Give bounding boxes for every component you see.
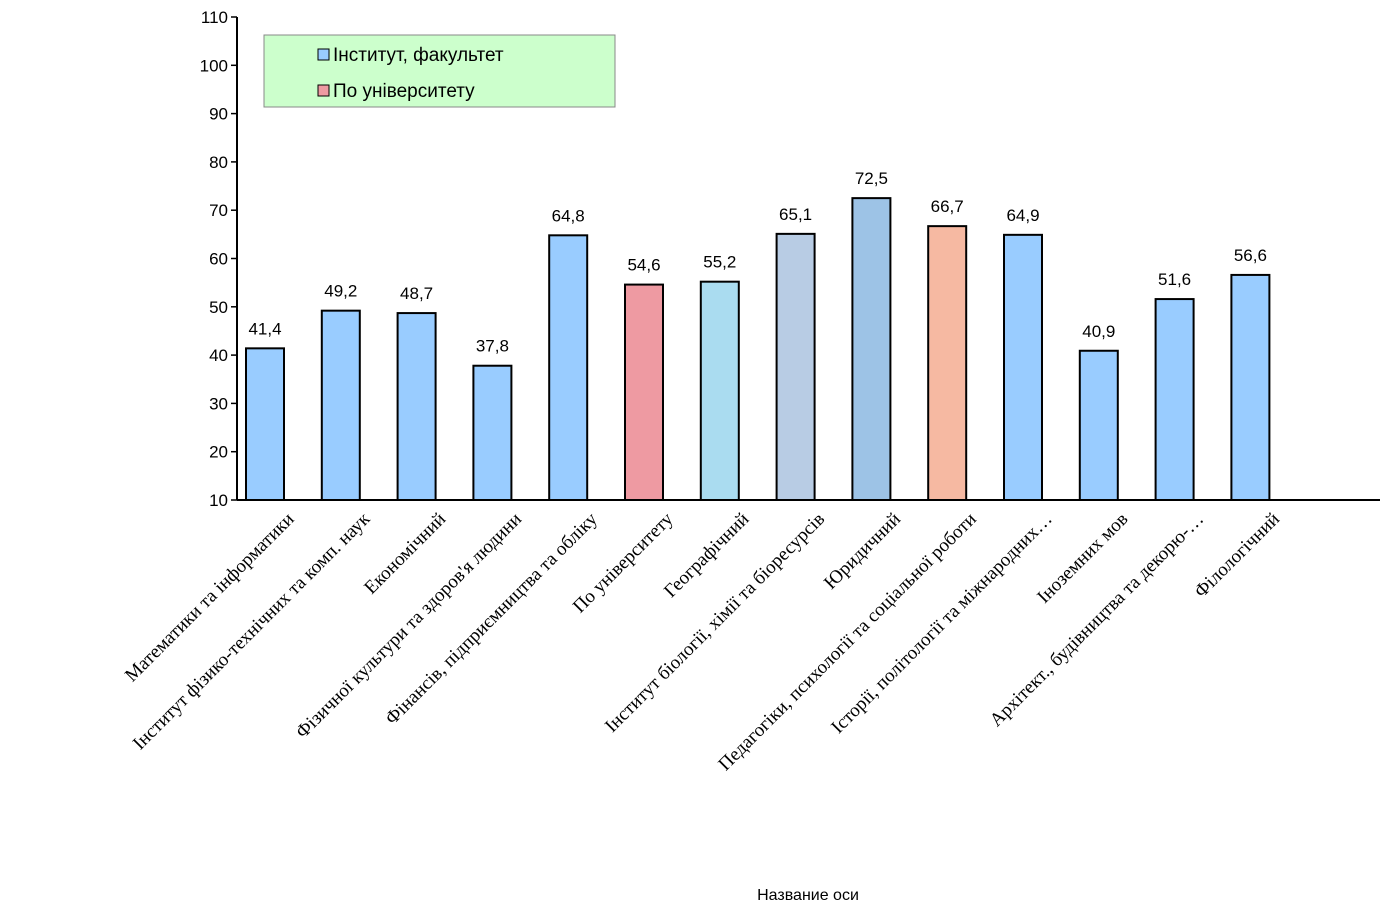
value-label: 64,8 (552, 206, 585, 225)
bar (775, 232, 816, 501)
y-tick-label: 60 (209, 250, 228, 269)
y-tick-label: 50 (209, 298, 228, 317)
value-label: 65,1 (779, 205, 812, 224)
bar (927, 225, 968, 501)
y-tick-label: 100 (200, 56, 228, 75)
bar (548, 234, 589, 501)
value-label: 51,6 (1158, 270, 1191, 289)
y-tick-label: 90 (209, 105, 228, 124)
x-tick-label: Педагогіки, психології та соціальної роб… (714, 509, 980, 775)
value-label: 56,6 (1234, 246, 1267, 265)
y-tick-label: 30 (209, 394, 228, 413)
bar (624, 283, 664, 501)
x-axis-title: Название оси (757, 887, 859, 904)
bar (396, 312, 437, 502)
bar (1078, 349, 1119, 501)
bar (1154, 298, 1195, 501)
bar (699, 280, 740, 501)
y-tick-label: 70 (209, 201, 228, 220)
legend-swatch (317, 84, 330, 97)
x-tick-label: Юридичний (820, 509, 905, 594)
value-label: 55,2 (703, 253, 736, 272)
y-tick-label: 80 (209, 153, 228, 172)
legend-label: Інститут, факультет (333, 45, 504, 66)
legend-box (263, 34, 616, 108)
value-label: 54,6 (627, 256, 660, 275)
value-label: 66,7 (931, 197, 964, 216)
y-tick-label: 10 (209, 491, 228, 510)
bar (472, 364, 513, 502)
value-label: 72,5 (855, 169, 888, 188)
y-tick-label: 40 (209, 346, 228, 365)
value-label: 40,9 (1082, 322, 1115, 341)
bar (851, 197, 892, 501)
value-label: 37,8 (476, 337, 509, 356)
value-label: 49,2 (324, 282, 357, 301)
legend-label: По університету (333, 81, 475, 102)
value-label: 64,9 (1006, 206, 1039, 225)
bar (1230, 273, 1271, 501)
bar (1003, 233, 1043, 501)
bar (245, 347, 285, 502)
y-tick-label: 20 (209, 443, 228, 462)
legend-swatch (317, 48, 330, 61)
value-label: 41,4 (248, 319, 281, 338)
y-tick-label: 110 (201, 8, 228, 27)
value-label: 48,7 (400, 284, 433, 303)
bar (320, 309, 361, 501)
